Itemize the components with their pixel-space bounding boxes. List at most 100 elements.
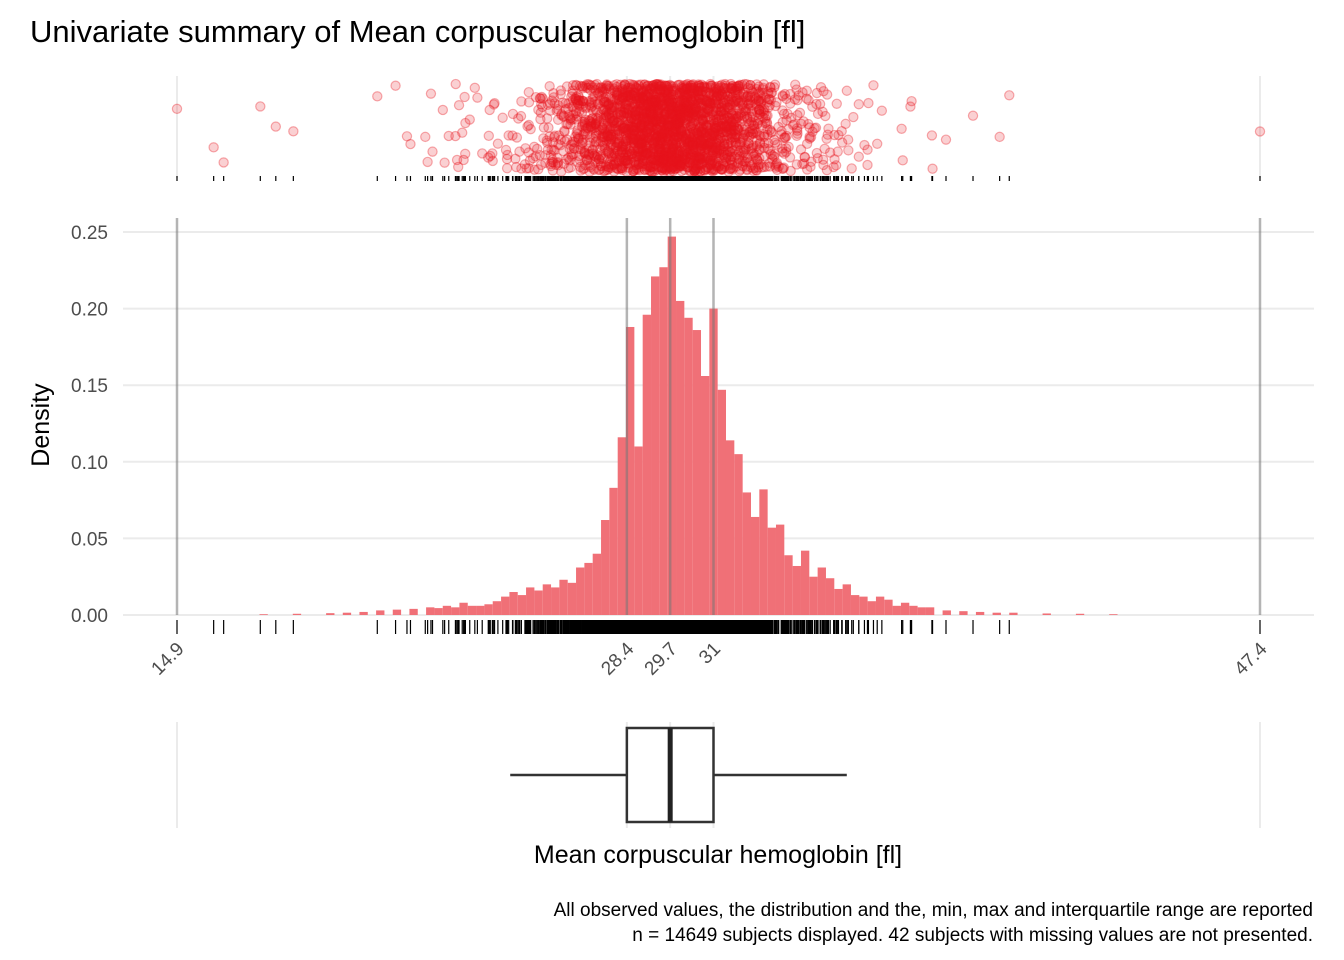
jitter-point — [602, 161, 614, 173]
jitter-point — [765, 94, 777, 106]
jitter-point — [685, 148, 696, 160]
jitter-point — [650, 97, 661, 108]
jitter-point — [715, 132, 726, 144]
jitter-point — [649, 138, 661, 149]
jitter-point — [830, 160, 842, 171]
jitter-point — [597, 131, 609, 143]
jitter-point — [694, 151, 705, 162]
jitter-point — [663, 119, 674, 131]
jitter-point — [737, 133, 748, 145]
jitter-point — [601, 102, 613, 113]
jitter-point — [620, 136, 632, 147]
jitter-point — [666, 119, 677, 131]
jitter-point — [648, 93, 659, 104]
jitter-point — [691, 150, 702, 161]
jitter-point — [606, 138, 618, 150]
jitter-point — [723, 102, 734, 113]
jitter-point — [694, 130, 705, 141]
jitter-point — [450, 78, 461, 90]
jitter-point — [457, 127, 468, 138]
jitter-point — [672, 118, 683, 129]
jitter-point — [723, 121, 734, 132]
jitter-point — [591, 78, 603, 90]
jitter-point — [607, 129, 619, 141]
jitter-point — [649, 143, 660, 154]
jitter-point — [677, 83, 689, 94]
jitter-point — [630, 106, 642, 117]
jitter-point — [667, 155, 678, 166]
jitter-point — [523, 86, 534, 98]
jitter-point — [829, 129, 840, 141]
jitter-point — [628, 145, 639, 156]
jitter-point — [648, 155, 660, 166]
jitter-point — [638, 122, 649, 133]
jitter-point — [627, 90, 638, 101]
jitter-point — [707, 138, 718, 149]
jitter-point — [688, 104, 699, 115]
jitter-point — [529, 164, 540, 175]
jitter-point — [707, 155, 719, 166]
jitter-point — [754, 104, 765, 116]
jitter-point — [704, 96, 715, 107]
jitter-point — [681, 133, 692, 144]
jitter-point — [630, 164, 641, 175]
jitter-point — [624, 110, 635, 121]
jitter-point — [750, 127, 761, 138]
jitter-point — [645, 102, 656, 113]
jitter-point — [626, 133, 638, 144]
jitter-point — [734, 96, 746, 108]
jitter-point — [622, 99, 633, 110]
jitter-point — [649, 83, 661, 94]
jitter-point — [691, 134, 703, 145]
jitter-point — [609, 87, 621, 98]
jitter-point — [599, 139, 610, 151]
jitter-point — [723, 96, 735, 107]
jitter-panel — [171, 76, 1266, 181]
jitter-point — [821, 164, 833, 176]
jitter-point — [627, 84, 638, 95]
jitter-point — [696, 106, 708, 118]
jitter-point — [685, 94, 696, 105]
jitter-point — [743, 127, 755, 138]
jitter-point — [734, 151, 745, 163]
jitter-point — [724, 164, 736, 175]
jitter-point — [584, 99, 595, 111]
jitter-point — [670, 85, 681, 96]
jitter-point — [563, 152, 574, 163]
jitter-point — [645, 83, 656, 95]
jitter-point — [630, 133, 641, 145]
jitter-point — [618, 121, 630, 132]
jitter-point — [694, 80, 705, 92]
jitter-point — [719, 97, 730, 109]
jitter-point — [635, 120, 646, 131]
jitter-point — [624, 78, 635, 90]
jitter-point — [862, 159, 873, 171]
jitter-point — [789, 119, 800, 130]
jitter-point — [753, 104, 765, 116]
jitter-point — [523, 97, 535, 108]
jitter-point — [711, 114, 722, 125]
jitter-point — [632, 88, 644, 100]
jitter-point — [753, 94, 765, 106]
jitter-point — [710, 122, 722, 133]
jitter-point — [730, 81, 741, 93]
jitter-point — [751, 134, 763, 145]
jitter-point — [896, 123, 907, 134]
jitter-point — [794, 107, 806, 119]
jitter-point — [814, 98, 826, 110]
jitter-point — [664, 79, 676, 91]
jitter-point — [671, 114, 682, 125]
jitter-point — [795, 144, 807, 155]
jitter-point — [633, 79, 644, 91]
jitter-point — [614, 119, 625, 130]
jitter-point — [553, 130, 565, 141]
jitter-point — [501, 163, 513, 174]
jitter-point — [638, 93, 649, 105]
jitter-point — [594, 109, 606, 120]
jitter-point — [681, 129, 692, 141]
jitter-point — [715, 132, 726, 144]
jitter-point — [577, 116, 588, 127]
jitter-point — [653, 80, 665, 92]
jitter-point — [477, 148, 488, 159]
jitter-point — [658, 90, 670, 102]
